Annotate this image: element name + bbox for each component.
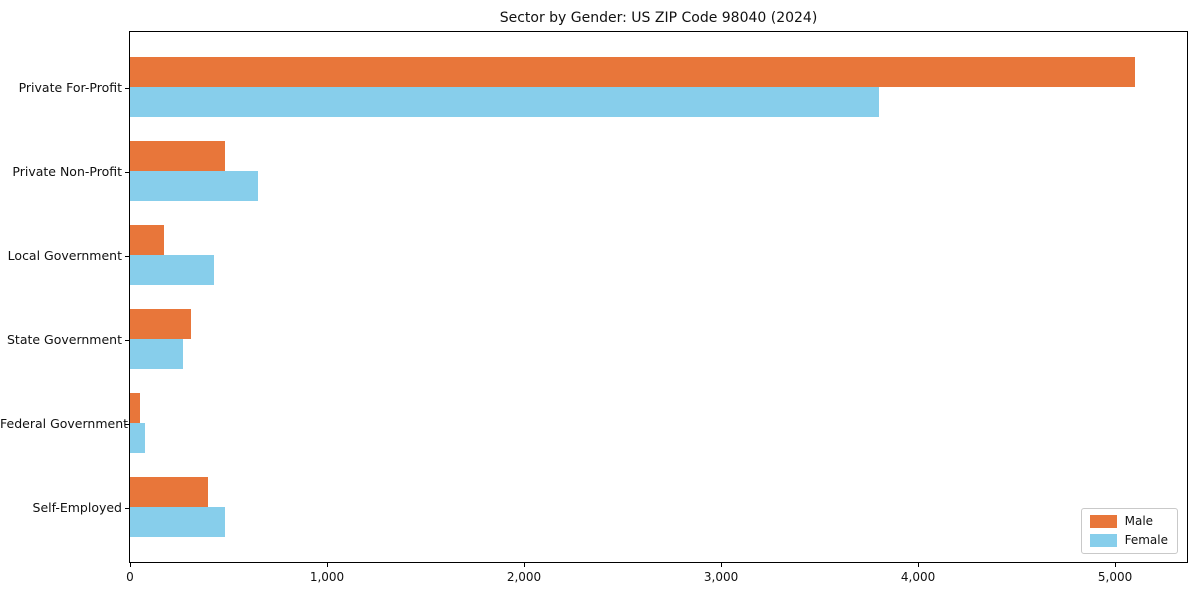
bar-male-5 (130, 477, 208, 507)
y-tick-mark-5 (125, 508, 129, 509)
y-tick-mark-3 (125, 340, 129, 341)
bar-female-0 (130, 87, 879, 117)
female-swatch-icon (1089, 534, 1117, 547)
y-tick-label-5: Self-Employed (32, 500, 122, 515)
y-tick-label-1: Private Non-Profit (12, 164, 122, 179)
x-tick-mark-4 (918, 563, 920, 567)
bar-male-1 (130, 141, 225, 171)
legend-label-female: Female (1124, 533, 1168, 547)
x-tick-label-1: 1,000 (309, 570, 345, 584)
legend: Male Female (1080, 508, 1178, 554)
legend-label-male: Male (1124, 514, 1154, 528)
bar-female-3 (130, 339, 184, 369)
bar-male-2 (130, 225, 164, 255)
y-tick-label-3: State Government (6, 332, 122, 347)
bar-female-5 (130, 507, 225, 537)
x-tick-mark-2 (524, 563, 525, 567)
bar-female-2 (130, 255, 214, 285)
x-tick-mark-5 (1115, 563, 1117, 567)
x-tick-mark-1 (327, 563, 328, 567)
male-swatch-icon (1089, 515, 1117, 528)
y-tick-label-2: Local Government (7, 248, 122, 263)
legend-item-female: Female (1089, 533, 1168, 547)
y-tick-mark-4 (125, 424, 129, 425)
y-tick-mark-0 (125, 88, 129, 89)
x-tick-label-2: 2,000 (506, 570, 542, 584)
x-tick-label-0: 0 (126, 570, 134, 584)
bar-male-3 (130, 309, 192, 339)
y-tick-mark-1 (125, 172, 129, 173)
y-tick-label-0: Private For-Profit (18, 80, 122, 95)
bar-female-1 (130, 171, 259, 201)
x-tick-mark-3 (721, 563, 723, 567)
y-tick-label-4: Federal Government (0, 416, 129, 431)
x-tick-mark-0 (130, 563, 131, 567)
plot-area: Male Female (129, 31, 1188, 563)
bar-female-4 (130, 423, 145, 453)
x-tick-label-5: 5,000 (1097, 570, 1133, 584)
y-tick-mark-2 (125, 256, 129, 257)
x-tick-label-3: 3,000 (703, 570, 739, 584)
x-tick-label-4: 4,000 (900, 570, 936, 584)
chart-title: Sector by Gender: US ZIP Code 98040 (202… (499, 10, 818, 26)
legend-item-male: Male (1089, 514, 1168, 528)
bar-male-0 (130, 57, 1135, 87)
bar-male-4 (130, 393, 140, 423)
